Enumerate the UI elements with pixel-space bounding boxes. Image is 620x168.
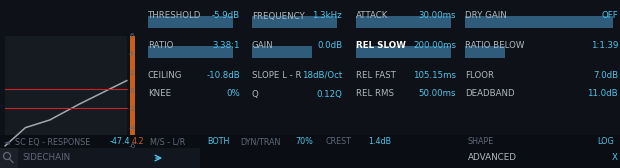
Bar (252, 46, 312, 58)
Text: 0.0dB: 0.0dB (317, 41, 342, 51)
Text: 70%: 70% (295, 137, 313, 146)
Bar (0, 135, 620, 148)
Text: ATTACK: ATTACK (356, 11, 388, 20)
Text: SHAPE: SHAPE (468, 137, 494, 146)
Text: -5.9dB: -5.9dB (212, 11, 240, 20)
Text: 0.12Q: 0.12Q (316, 90, 342, 98)
Text: -4: -4 (129, 125, 136, 131)
Text: 0: 0 (129, 88, 134, 94)
Text: 11.0dB: 11.0dB (587, 90, 618, 98)
Bar (465, 16, 613, 28)
Bar (148, 16, 233, 28)
Text: KNEE: KNEE (148, 90, 171, 98)
Text: 105.15ms: 105.15ms (413, 71, 456, 79)
Text: 1:1.39: 1:1.39 (591, 41, 618, 51)
Text: FREQUENCY: FREQUENCY (252, 11, 305, 20)
Bar (356, 46, 451, 58)
Text: REL RMS: REL RMS (356, 90, 394, 98)
Text: DRY GAIN: DRY GAIN (465, 11, 507, 20)
Text: SIDECHAIN: SIDECHAIN (22, 154, 70, 162)
Text: GAIN: GAIN (252, 41, 273, 51)
Text: RATIO: RATIO (148, 41, 174, 51)
Text: 1.4dB: 1.4dB (368, 137, 391, 146)
Text: 30.00ms: 30.00ms (418, 11, 456, 20)
Bar (148, 46, 233, 58)
Text: LOG: LOG (597, 137, 614, 146)
Text: REL SLOW: REL SLOW (356, 41, 406, 51)
Bar (252, 16, 337, 28)
Text: X: X (612, 154, 618, 162)
Bar (5, 36, 127, 146)
Text: 2: 2 (129, 70, 134, 76)
Bar (0, 148, 620, 168)
Text: SLOPE L - R: SLOPE L - R (252, 71, 301, 79)
Text: 4.2: 4.2 (132, 137, 144, 146)
Text: DEADBAND: DEADBAND (465, 90, 515, 98)
Bar (356, 16, 451, 28)
Text: 7.0dB: 7.0dB (593, 71, 618, 79)
Text: 6: 6 (129, 33, 134, 39)
Text: SC EQ - RESPONSE: SC EQ - RESPONSE (15, 137, 91, 146)
Text: RATIO BELOW: RATIO BELOW (465, 41, 525, 51)
Text: 3.38:1: 3.38:1 (213, 41, 240, 51)
Text: DYN/TRAN: DYN/TRAN (240, 137, 280, 146)
Text: 200.00ms: 200.00ms (413, 41, 456, 51)
Text: OFF: OFF (601, 11, 618, 20)
Text: CEILING: CEILING (148, 71, 182, 79)
Text: 1.3kHz: 1.3kHz (312, 11, 342, 20)
Text: 18dB/Oct: 18dB/Oct (302, 71, 342, 79)
Text: THRESHOLD: THRESHOLD (148, 11, 202, 20)
Text: -6: -6 (129, 143, 136, 149)
Bar (465, 46, 505, 58)
Text: -10.8dB: -10.8dB (206, 71, 240, 79)
Bar (0, 148, 18, 168)
Text: M/S - L/R: M/S - L/R (150, 137, 185, 146)
Text: -47.4: -47.4 (110, 137, 130, 146)
Text: CREST: CREST (325, 137, 351, 146)
Text: FLOOR: FLOOR (465, 71, 494, 79)
Text: ◄: ◄ (4, 137, 10, 146)
Text: BOTH: BOTH (207, 137, 229, 146)
Bar (130, 36, 135, 146)
Text: REL FAST: REL FAST (356, 71, 396, 79)
Text: 50.00ms: 50.00ms (418, 90, 456, 98)
Bar (0, 148, 200, 168)
Text: 4: 4 (129, 51, 134, 57)
Text: Q: Q (252, 90, 259, 98)
Text: ADVANCED: ADVANCED (468, 154, 517, 162)
Text: 0%: 0% (226, 90, 240, 98)
Text: -2: -2 (129, 106, 136, 112)
